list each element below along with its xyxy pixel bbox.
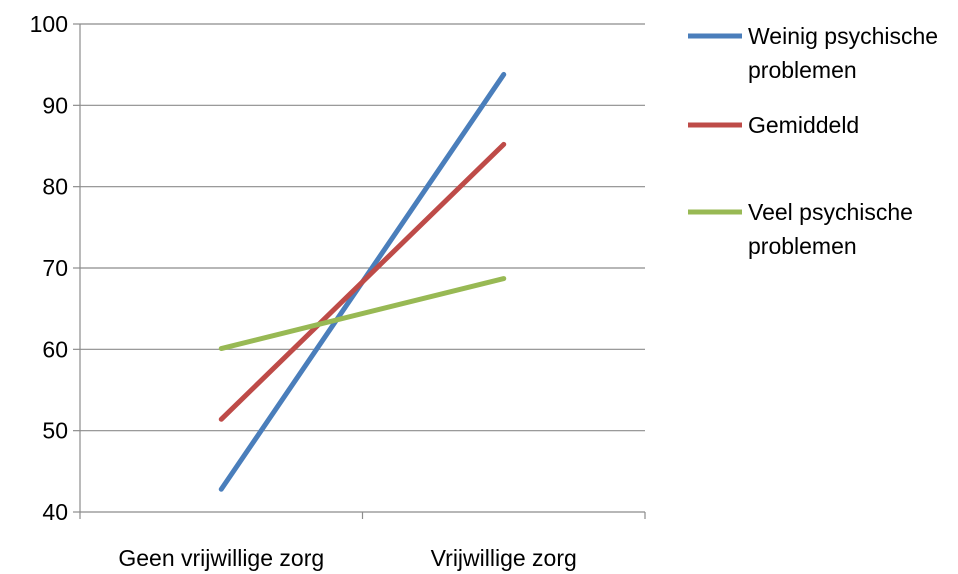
- series-lines: [218, 71, 507, 492]
- y-axis-tick-labels: 40 50 60 70 80 90 100: [30, 11, 68, 525]
- y-tick-label: 70: [42, 255, 68, 281]
- legend-label: Veel psychische: [748, 199, 913, 225]
- y-tick-label: 100: [30, 11, 68, 37]
- y-tick-label: 80: [42, 174, 68, 200]
- legend-label: Weinig psychische: [748, 23, 938, 49]
- series-line: [218, 141, 507, 422]
- legend-label: Gemiddeld: [748, 112, 859, 138]
- axes: [73, 23, 646, 519]
- y-tick-label: 40: [42, 499, 68, 525]
- series-line: [218, 276, 507, 352]
- y-tick-label: 60: [42, 336, 68, 362]
- legend-label: problemen: [748, 233, 857, 259]
- y-tick-label: 50: [42, 418, 68, 444]
- x-tick-label: Vrijwillige zorg: [431, 545, 577, 571]
- legend-label: problemen: [748, 57, 857, 83]
- x-tick-label: Geen vrijwillige zorg: [118, 545, 324, 571]
- legend: Weinig psychische problemen Gemiddeld Veel …: [688, 23, 938, 259]
- y-tick-label: 90: [42, 92, 68, 118]
- gridlines: [80, 23, 645, 432]
- x-axis-tick-labels: Geen vrijwillige zorg Vrijwillige zorg: [118, 545, 576, 571]
